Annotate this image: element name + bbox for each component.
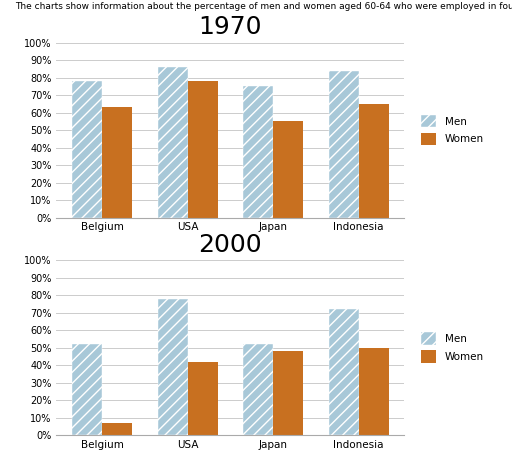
Legend: Men, Women: Men, Women xyxy=(417,111,488,149)
Title: 2000: 2000 xyxy=(199,233,262,257)
Bar xyxy=(273,351,303,435)
Bar xyxy=(187,362,218,435)
Title: 1970: 1970 xyxy=(199,15,262,39)
Bar xyxy=(329,309,359,435)
Bar xyxy=(158,298,187,435)
Bar xyxy=(187,81,218,218)
Bar xyxy=(243,86,273,218)
Text: The charts show information about the percentage of men and women aged 60-64 who: The charts show information about the pe… xyxy=(15,2,512,11)
Bar xyxy=(72,81,102,218)
Legend: Men, Women: Men, Women xyxy=(417,328,488,367)
Bar xyxy=(359,104,389,218)
Bar xyxy=(102,423,132,435)
Bar xyxy=(243,344,273,435)
Bar xyxy=(273,121,303,218)
Bar xyxy=(359,348,389,435)
Bar xyxy=(102,107,132,218)
Bar xyxy=(72,344,102,435)
Bar xyxy=(329,70,359,218)
Bar xyxy=(158,67,187,218)
